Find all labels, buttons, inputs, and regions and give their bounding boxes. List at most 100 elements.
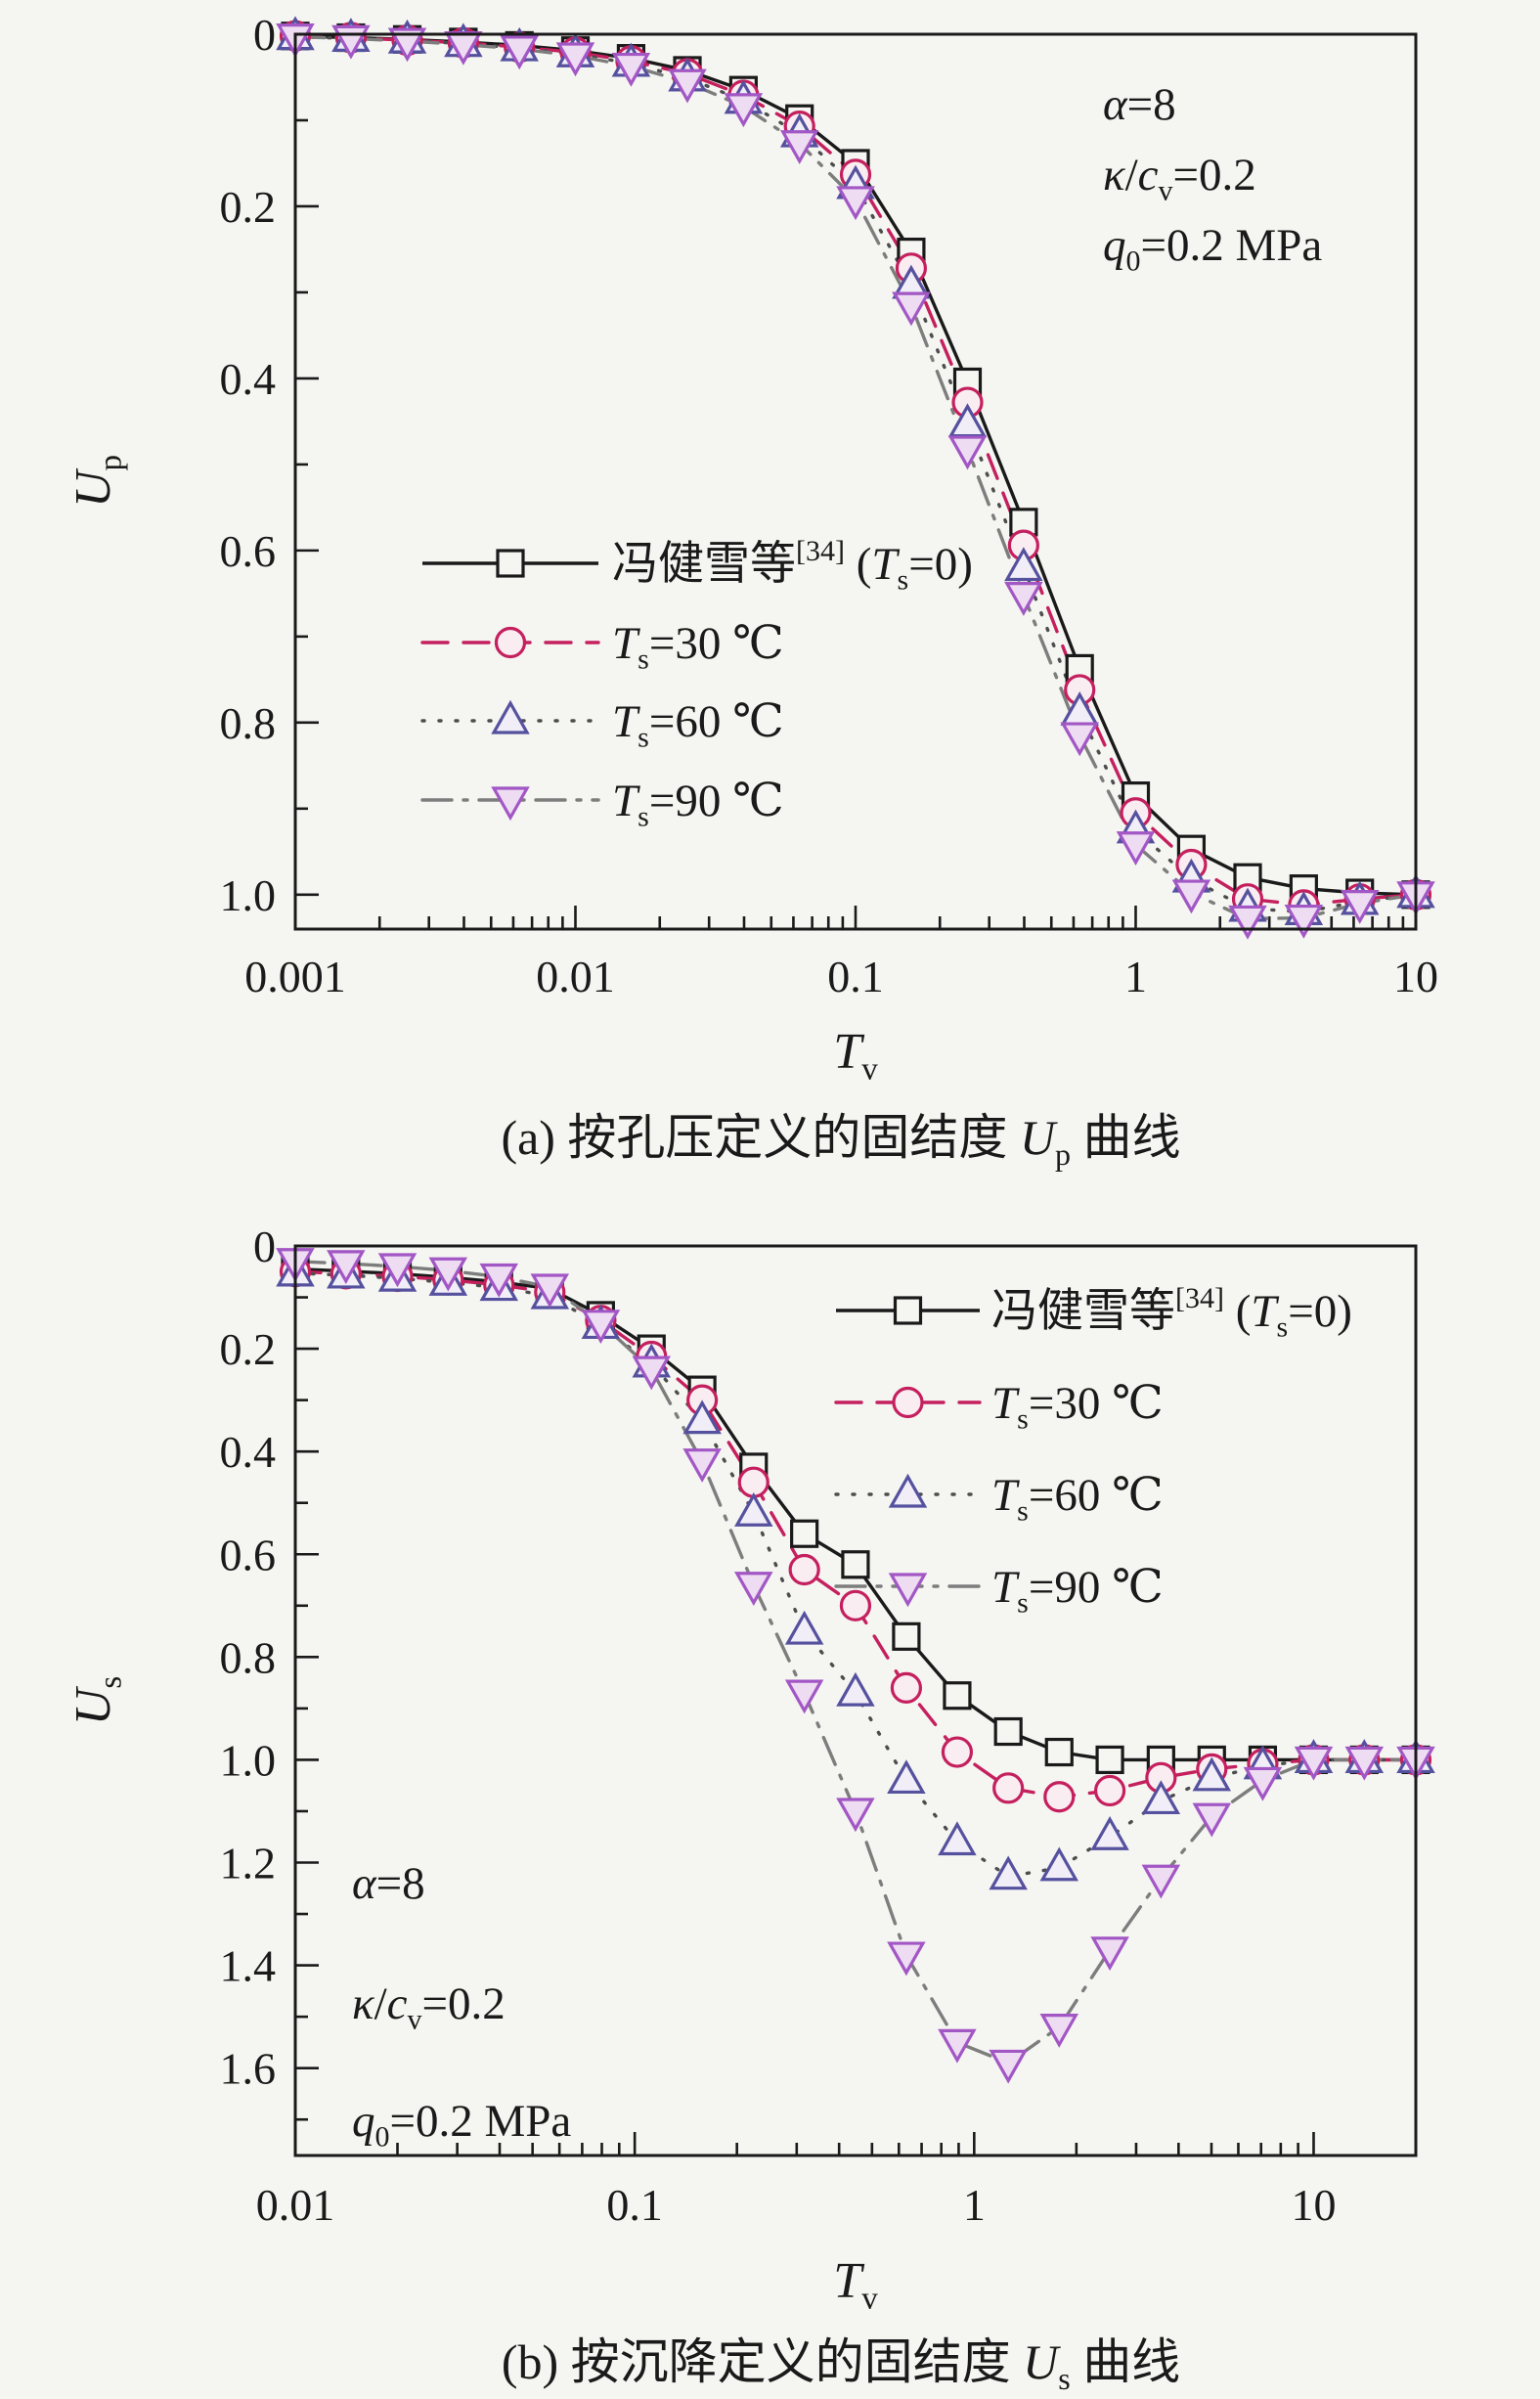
marker-triangle-up [784,1610,824,1645]
parameter-annotation: α=8 κ/cv=0.2 q0=0.2 MPa [1103,79,1322,277]
y-axis-label: Up [66,455,128,508]
plot-frame [293,1244,1418,2157]
annotation-line: α=8 [1103,79,1176,130]
series-line-ts-90 [293,34,1418,921]
marker-triangle-down [836,186,875,221]
marker-circle [1043,1781,1076,1813]
marker-triangle-down [836,1798,875,1833]
x-axis-label: Tv [833,2253,878,2316]
y-tick-label: 1.4 [220,1941,277,1991]
marker-triangle-down [1039,2014,1079,2048]
marker-triangle-down [1340,890,1380,924]
y-tick-label: 0.4 [220,1427,277,1477]
parameter-annotation: α=8 κ/cv=0.2 q0=0.2 MPa [352,1858,571,2153]
legend-item-feng-jianxue-ts0: 冯健雪等[34] (Ts=0) [422,535,973,596]
marker-triangle-up [734,1491,773,1527]
legend-label: 冯健雪等[34] (Ts=0) [991,1282,1352,1343]
x-tick-label: 1 [1124,952,1147,1001]
marker-square [943,1681,972,1710]
y-tick-label: 0.2 [220,1324,277,1374]
marker-triangle-down [555,42,595,77]
marker-circle [890,1671,923,1704]
x-axis-ticks [293,2132,1315,2155]
x-tick-label: 0.001 [244,952,346,1001]
legend-item-ts-60: Ts=60 ℃ [420,696,784,753]
marker-triangle-down [1171,879,1211,914]
chart-a-pore-pressure-consolidation: 0.001 0.01 0.1 1 10 0 0.2 0.4 0.6 0.8 1.0 冯健雪等[34] … [66,10,1438,1172]
marker-triangle-down [888,1573,928,1608]
marker-triangle-up [1090,1815,1129,1850]
y-tick-label: 1.0 [220,1735,277,1785]
legend: 冯健雪等[34] (Ts=0) Ts=30 ℃ Ts=60 ℃ Ts=90 ℃ [420,535,973,832]
marker-square [1044,1737,1074,1767]
marker-triangle-down [1004,582,1043,616]
x-tick-label: 0.1 [606,2180,663,2230]
legend-label: Ts=60 ℃ [612,696,784,753]
legend-label: 冯健雪等[34] (Ts=0) [612,535,973,596]
marker-square [993,1716,1023,1747]
marker-triangle-down [887,1941,926,1977]
annotation-line: q0=0.2 MPa [1103,220,1322,277]
marker-square [892,1622,921,1651]
legend-item-ts-60: Ts=60 ℃ [834,1470,1164,1527]
marker-triangle-down [428,1257,468,1292]
series-markers-ts-90 [276,23,1435,940]
annotation-line: κ/cv=0.2 [352,1978,506,2035]
marker-triangle-up [491,699,530,734]
marker-triangle-up [938,1821,977,1856]
marker-circle [992,1772,1025,1804]
marker-triangle-down [1284,904,1324,939]
marker-triangle-down [947,435,988,470]
x-tick-labels: 0.01 0.1 1 10 [256,2180,1337,2230]
y-tick-label: 1.2 [220,1839,277,1888]
marker-square [1095,1745,1124,1775]
marker-triangle-down [530,1273,570,1309]
marker-triangle-down [1060,722,1099,757]
chart-b-settlement-consolidation: 0.01 0.1 1 10 0 0.2 0.4 0.6 0.8 1.0 1.2 1.4 1.6 冯健雪等[… [66,1222,1435,2396]
marker-circle [494,626,527,659]
series-markers-ts-30 [279,1256,1432,1813]
marker-triangle-down [779,130,819,164]
plot-frame [293,32,1418,931]
marker-triangle-down [1243,1766,1283,1801]
marker-triangle-down [377,1253,418,1288]
y-axis-ticks [295,1244,319,2121]
marker-triangle-down [632,1355,671,1391]
marker-triangle-down [1141,1864,1181,1899]
marker-triangle-down [387,27,427,63]
marker-triangle-up [836,1671,875,1707]
x-tick-label: 0.1 [827,952,884,1001]
y-tick-label: 0.4 [220,354,277,404]
series-line-ts-30 [293,1269,1418,1799]
y-tick-labels: 0 0.2 0.4 0.6 0.8 1.0 [220,10,277,920]
y-tick-label: 0 [253,10,276,60]
y-tick-label: 0.8 [220,698,277,748]
legend-label: Ts=30 ℃ [612,618,784,675]
y-axis-label: Us [66,1676,128,1725]
legend-label: Ts=60 ℃ [991,1470,1164,1527]
annotation-line: α=8 [352,1858,425,1909]
series-line-ts-90 [293,1260,1418,2066]
y-axis-ticks [295,32,319,897]
marker-triangle-down [1294,1746,1334,1781]
marker-triangle-down [938,2028,977,2064]
annotation-line: κ/cv=0.2 [1103,150,1256,206]
marker-triangle-down [1344,1746,1385,1781]
marker-triangle-up [1039,1846,1079,1882]
marker-triangle-down [479,1263,519,1298]
chart-caption: (b) 按沉降定义的固结度 Us 曲线 [502,2334,1180,2396]
legend-label: Ts=90 ℃ [612,776,784,832]
annotation-line: q0=0.2 MPa [352,2096,571,2153]
marker-square [790,1519,819,1548]
marker-triangle-up [888,1473,928,1508]
y-tick-label: 0.8 [220,1632,277,1682]
x-tick-label: 0.01 [536,952,615,1001]
marker-triangle-down [581,1310,621,1345]
marker-square [893,1296,923,1325]
marker-triangle-down [784,1679,824,1714]
x-tick-labels: 0.001 0.01 0.1 1 10 [244,952,1438,1001]
legend-item-ts-90: Ts=90 ℃ [420,776,784,832]
x-axis-label: Tv [833,1024,878,1087]
marker-triangle-down [1228,905,1267,940]
